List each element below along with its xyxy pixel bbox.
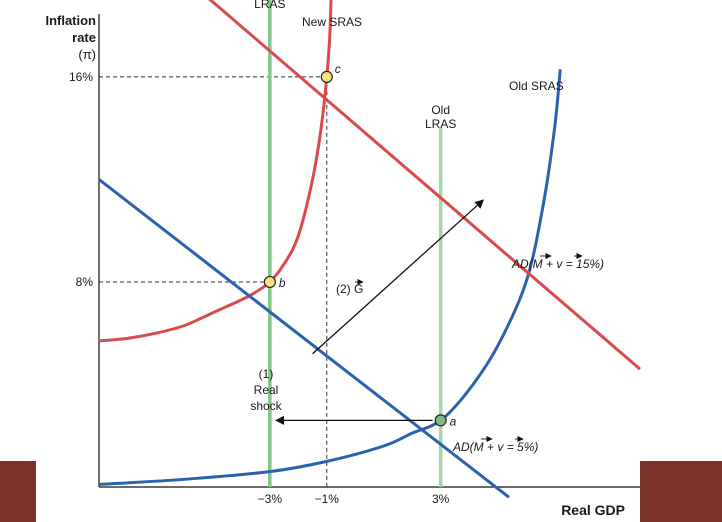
- point-c: [320, 70, 333, 83]
- gov-label: (2) G: [336, 282, 363, 296]
- shock-label: (1) Real shock: [250, 367, 282, 413]
- point-b: [263, 275, 276, 289]
- x-axis-label: Real GDP: [561, 502, 625, 518]
- point-label-b: b: [279, 276, 286, 290]
- old-sras-label: Old SRAS: [509, 79, 564, 93]
- old_sras-curve: [98, 69, 562, 486]
- y-axis-unit: (π): [78, 47, 96, 62]
- x-tick-label: 3%: [432, 492, 450, 506]
- ad-high-label: AD(M + v = 15%): [511, 257, 604, 271]
- y-tick-label: 16%: [69, 70, 93, 84]
- point-label-c: c: [335, 62, 341, 76]
- decor-bar-right: [640, 461, 722, 522]
- point-label-a: a: [450, 414, 457, 428]
- y-axis-label: Inflation rate (π): [0, 12, 96, 63]
- lras-label: LRAS: [254, 0, 285, 11]
- gov-arrow: [312, 199, 485, 355]
- ad_low-line: [98, 178, 510, 499]
- new_sras-curve: [98, 0, 333, 343]
- ad-low-label: AD(M + v = 5%): [452, 440, 538, 454]
- decor-bar-left: [0, 461, 36, 522]
- x-tick-label: −3%: [258, 492, 283, 506]
- point-a: [434, 414, 447, 427]
- ad_high-line: [208, 0, 641, 371]
- y-tick-label: 8%: [76, 275, 94, 289]
- x-tick-label: −1%: [315, 492, 340, 506]
- y-axis-title: Inflation rate: [45, 13, 96, 45]
- new-sras-label: New SRAS: [302, 15, 362, 29]
- old-lras-label: Old LRAS: [425, 103, 456, 131]
